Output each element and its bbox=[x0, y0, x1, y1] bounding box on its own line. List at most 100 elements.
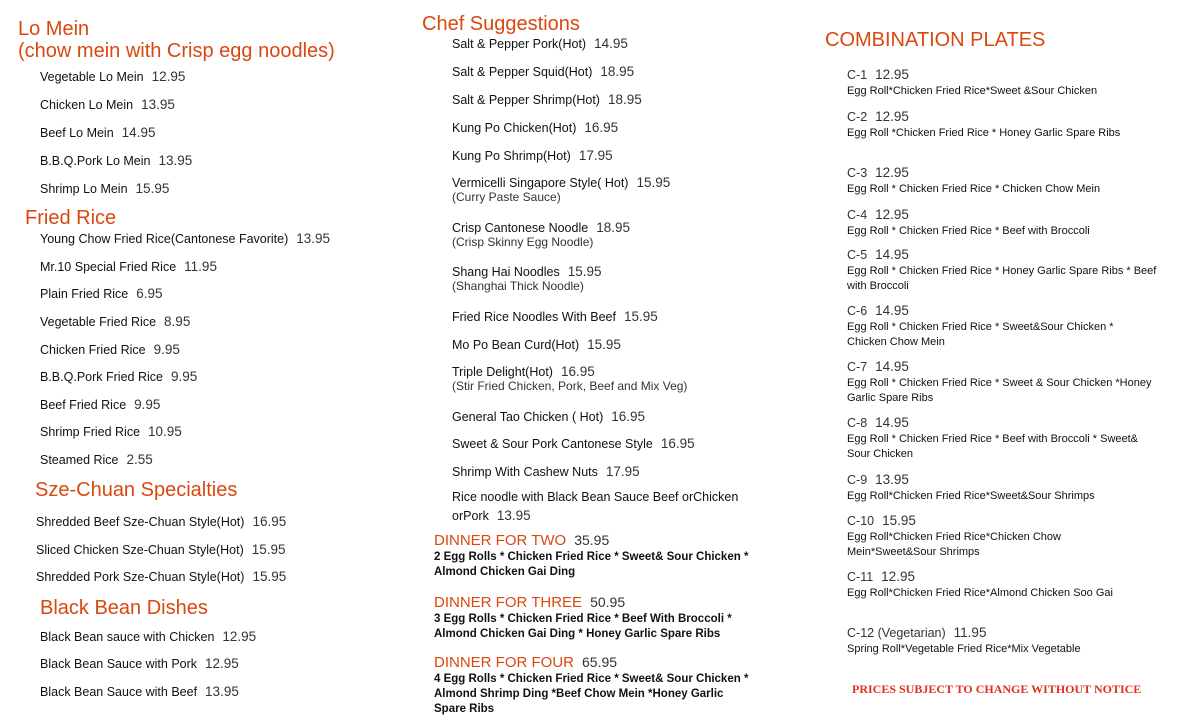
combo-description: Spring Roll*Vegetable Fried Rice*Mix Veg… bbox=[847, 643, 1081, 655]
item-name: Rice noodle with Black Bean Sauce Beef o… bbox=[452, 490, 739, 504]
item-name: Shrimp Lo Mein bbox=[40, 182, 128, 196]
menu-item: Black Bean Sauce with Beef 13.95 bbox=[40, 684, 239, 700]
combo-code: C-11 12.95 bbox=[847, 569, 915, 585]
item-name: Chicken Fried Rice bbox=[40, 343, 146, 357]
menu-item: Shredded Beef Sze-Chuan Style(Hot) 16.95 bbox=[36, 514, 286, 530]
section-heading: Lo Mein bbox=[18, 18, 90, 40]
item-price: 65.95 bbox=[582, 654, 618, 670]
section-heading: COMBINATION PLATES bbox=[825, 29, 1046, 51]
item-price: 15.95 bbox=[623, 309, 658, 324]
item-price: 14.95 bbox=[594, 36, 628, 51]
item-name: Salt & Pepper Pork(Hot) bbox=[452, 37, 587, 51]
item-price: 15.95 bbox=[251, 542, 286, 557]
menu-item: Beef Fried Rice 9.95 bbox=[40, 397, 160, 413]
item-name: C-5 bbox=[847, 248, 868, 262]
item-price: 15.95 bbox=[567, 264, 602, 279]
combo-description: Garlic Spare Ribs bbox=[847, 392, 934, 404]
combo-code: C-8 14.95 bbox=[847, 415, 909, 431]
item-name: C-4 bbox=[847, 208, 868, 222]
item-price: 13.95 bbox=[141, 97, 175, 112]
item-price: 12.95 bbox=[875, 67, 909, 82]
item-name: Shang Hai Noodles bbox=[452, 265, 560, 279]
item-name: Shredded Pork Sze-Chuan Style(Hot) bbox=[36, 570, 245, 584]
menu-item: Steamed Rice 2.55 bbox=[40, 452, 153, 468]
item-price: 35.95 bbox=[574, 532, 610, 548]
item-name: Vegetable Fried Rice bbox=[40, 315, 157, 329]
item-name: Black Bean Sauce with Beef bbox=[40, 685, 198, 699]
item-name: Beef Lo Mein bbox=[40, 126, 114, 140]
combo-code: C-2 12.95 bbox=[847, 109, 909, 125]
item-name: Crisp Cantonese Noodle bbox=[452, 221, 589, 235]
item-name: C-3 bbox=[847, 166, 868, 180]
item-price: 16.95 bbox=[560, 364, 595, 379]
menu-item: Fried Rice Noodles With Beef 15.95 bbox=[452, 309, 658, 325]
item-name: B.B.Q.Pork Fried Rice bbox=[40, 370, 163, 384]
menu-item: Rice noodle with Black Bean Sauce Beef o… bbox=[452, 490, 738, 505]
item-price: 13.95 bbox=[496, 508, 531, 523]
section-subheading: (chow mein with Crisp egg noodles) bbox=[18, 40, 335, 62]
dinner-description: Almond Chicken Gai Ding bbox=[434, 566, 576, 578]
combo-code: C-4 12.95 bbox=[847, 207, 909, 223]
combo-description: Egg Roll * Chicken Fried Rice * Chicken … bbox=[847, 183, 1101, 195]
menu-item: Vegetable Lo Mein 12.95 bbox=[40, 69, 185, 85]
dinner-description: 3 Egg Rolls * Chicken Fried Rice * Beef … bbox=[434, 613, 732, 625]
item-price: 13.95 bbox=[875, 472, 909, 487]
combo-code: C-7 14.95 bbox=[847, 359, 909, 375]
menu-item: Chicken Fried Rice 9.95 bbox=[40, 342, 180, 358]
item-price: 14.95 bbox=[875, 247, 909, 262]
item-name: Steamed Rice bbox=[40, 453, 119, 467]
item-name: C-8 bbox=[847, 416, 868, 430]
item-name: C-6 bbox=[847, 304, 868, 318]
item-name: Black Bean Sauce with Pork bbox=[40, 657, 198, 671]
item-name: C-11 bbox=[847, 570, 874, 584]
menu-item: Mo Po Bean Curd(Hot) 15.95 bbox=[452, 337, 621, 353]
menu-item: Shredded Pork Sze-Chuan Style(Hot) 15.95 bbox=[36, 569, 286, 585]
item-name: Kung Po Chicken(Hot) bbox=[452, 121, 577, 135]
item-price: 18.95 bbox=[607, 92, 642, 107]
item-price: 12.95 bbox=[875, 165, 909, 180]
combo-description: Egg Roll*Chicken Fried Rice*Almond Chick… bbox=[847, 587, 1113, 599]
item-price: 13.95 bbox=[296, 231, 331, 246]
dinner-title: DINNER FOR THREE 50.95 bbox=[434, 594, 625, 611]
item-price: 6.95 bbox=[136, 286, 163, 301]
menu-item: Shrimp With Cashew Nuts 17.95 bbox=[452, 464, 640, 480]
menu-item: Sliced Chicken Sze-Chuan Style(Hot) 15.95 bbox=[36, 542, 286, 558]
combo-description: Mein*Sweet&Sour Shrimps bbox=[847, 546, 980, 558]
item-price: 12.95 bbox=[222, 629, 257, 644]
item-price: 11.95 bbox=[184, 259, 217, 274]
dinner-title: DINNER FOR TWO 35.95 bbox=[434, 532, 609, 549]
price-notice: PRICES SUBJECT TO CHANGE WITHOUT NOTICE bbox=[852, 682, 1142, 696]
item-price: 9.95 bbox=[153, 342, 180, 357]
item-name: DINNER FOR THREE bbox=[434, 594, 583, 611]
combo-code: C-6 14.95 bbox=[847, 303, 909, 319]
item-price: 9.95 bbox=[170, 369, 198, 384]
item-price: 14.95 bbox=[121, 125, 156, 140]
combo-code: C-9 13.95 bbox=[847, 472, 909, 488]
item-name: Sliced Chicken Sze-Chuan Style(Hot) bbox=[36, 543, 244, 557]
item-name: C-9 bbox=[847, 473, 868, 487]
combo-description: Egg Roll*Chicken Fried Rice*Sweet&Sour S… bbox=[847, 490, 1095, 502]
menu-item: Shrimp Fried Rice 10.95 bbox=[40, 424, 182, 440]
menu-item: Salt & Pepper Squid(Hot) 18.95 bbox=[452, 64, 634, 80]
item-price: 15.95 bbox=[636, 175, 671, 190]
combo-code: C-3 12.95 bbox=[847, 165, 909, 181]
item-description: (Stir Fried Chicken, Pork, Beef and Mix … bbox=[452, 379, 688, 393]
item-name: C-12 (Vegetarian) bbox=[847, 626, 946, 640]
menu-item: Plain Fried Rice 6.95 bbox=[40, 286, 163, 302]
menu-item: Kung Po Shrimp(Hot) 17.95 bbox=[452, 148, 613, 164]
combo-code: C-1 12.95 bbox=[847, 67, 909, 83]
item-price: 8.95 bbox=[164, 314, 191, 329]
menu-item: Shang Hai Noodles 15.95 bbox=[452, 264, 602, 280]
item-price: 12.95 bbox=[875, 207, 909, 222]
item-price: 12.95 bbox=[205, 656, 239, 671]
menu-item: Chicken Lo Mein 13.95 bbox=[40, 97, 175, 113]
item-name: C-1 bbox=[847, 68, 868, 82]
item-price: 50.95 bbox=[590, 594, 626, 610]
item-name: Vegetable Lo Mein bbox=[40, 70, 144, 84]
section-heading: Fried Rice bbox=[25, 207, 117, 229]
dinner-description: 4 Egg Rolls * Chicken Fried Rice * Sweet… bbox=[434, 673, 749, 685]
item-price: 15.95 bbox=[135, 181, 170, 196]
item-price: 14.95 bbox=[875, 303, 909, 318]
item-name: C-7 bbox=[847, 360, 868, 374]
